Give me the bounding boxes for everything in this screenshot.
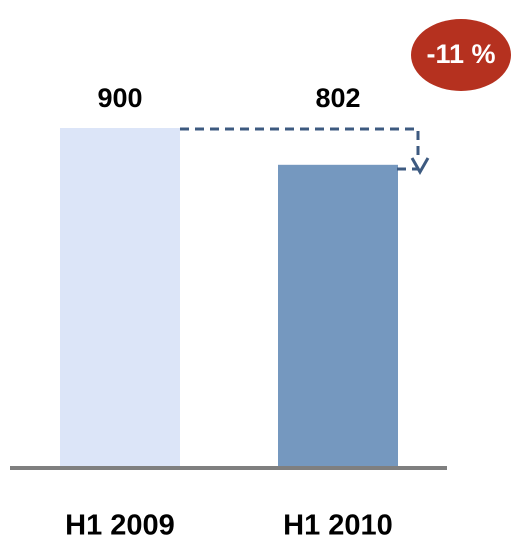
- data-label: 900: [97, 83, 142, 113]
- change-label: -11 %: [426, 39, 495, 69]
- data-label: 802: [315, 83, 360, 113]
- x-tick-label: H1 2010: [283, 510, 393, 542]
- bar: [60, 128, 180, 466]
- arrow-head: [410, 157, 430, 176]
- x-tick-label: H1 2009: [65, 510, 175, 542]
- bar: [278, 164, 398, 466]
- change-badge: [411, 19, 511, 91]
- change-arrow: [180, 127, 420, 160]
